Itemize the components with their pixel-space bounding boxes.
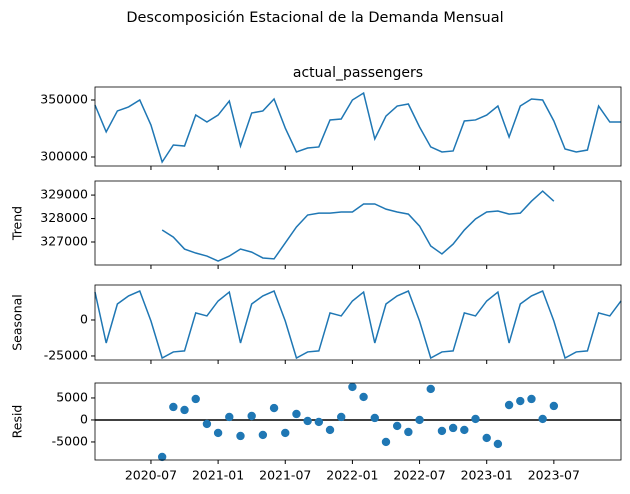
resid-point [325, 425, 335, 435]
line-series [94, 91, 621, 164]
resid-point [191, 394, 200, 404]
y-tick-label: 327000 [40, 234, 88, 249]
resid-point [504, 400, 514, 410]
resid-point [202, 419, 212, 429]
x-tick-label: 2021-01 [192, 468, 244, 483]
resid-point [437, 426, 447, 436]
y-tick-label: -5000 [52, 433, 88, 448]
x-tick-label: 2023-01 [461, 468, 513, 483]
resid-point [471, 414, 480, 424]
resid-point [247, 411, 256, 421]
y-tick-label: 0 [80, 311, 88, 326]
resid-point [392, 421, 402, 431]
resid-point [381, 437, 391, 447]
x-tick-label: 2020-07 [125, 468, 177, 483]
resid-point [314, 417, 324, 427]
resid-point [337, 412, 346, 422]
y-tick-label: 328000 [40, 210, 88, 225]
x-tick-label: 2022-01 [326, 468, 378, 483]
figure-title: Descomposición Estacional de la Demanda … [126, 10, 503, 26]
y-tick-label: 0 [80, 411, 88, 426]
y-tick-label: 350000 [40, 91, 88, 106]
y-tick-label: 329000 [40, 187, 88, 202]
x-tick-label: 2023-07 [528, 468, 580, 483]
resid-point [213, 428, 223, 438]
resid-point [426, 384, 435, 394]
y-tick-label: 300000 [40, 148, 88, 163]
x-tick-label: 2021-07 [259, 468, 311, 483]
resid-point [460, 425, 469, 435]
resid-point [292, 409, 301, 419]
resid-point [516, 396, 525, 406]
resid-point [225, 412, 234, 422]
resid-point [482, 433, 491, 443]
line-series [94, 290, 622, 360]
y-axis-label: Seasonal [10, 294, 25, 351]
y-axis-label: Resid [10, 405, 25, 439]
resid-point [236, 431, 245, 441]
resid-point [549, 401, 559, 411]
resid-point [269, 403, 279, 413]
resid-point [538, 414, 547, 424]
axes-frame [94, 284, 622, 361]
x-tick-label: 2022-07 [393, 468, 445, 483]
resid-point [348, 382, 357, 392]
resid-point [404, 427, 413, 437]
resid-point [258, 430, 268, 440]
y-tick-label: 5000 [56, 389, 88, 404]
resid-point [415, 415, 424, 425]
resid-point [448, 423, 458, 433]
axes-frame [94, 86, 622, 167]
resid-point [281, 428, 290, 438]
resid-point [493, 439, 503, 449]
resid-point [169, 402, 178, 412]
line-series [161, 190, 555, 262]
resid-point [303, 416, 312, 426]
resid-point [180, 405, 189, 415]
resid-point [359, 392, 368, 402]
resid-point [370, 413, 379, 423]
resid-point [527, 394, 536, 404]
panel-title: actual_passengers [293, 65, 423, 81]
resid-point [157, 452, 167, 462]
y-tick-label: -25000 [44, 347, 88, 362]
axes-frame [94, 382, 622, 461]
axes-frame [94, 180, 622, 266]
y-axis-label: Trend [10, 206, 25, 241]
